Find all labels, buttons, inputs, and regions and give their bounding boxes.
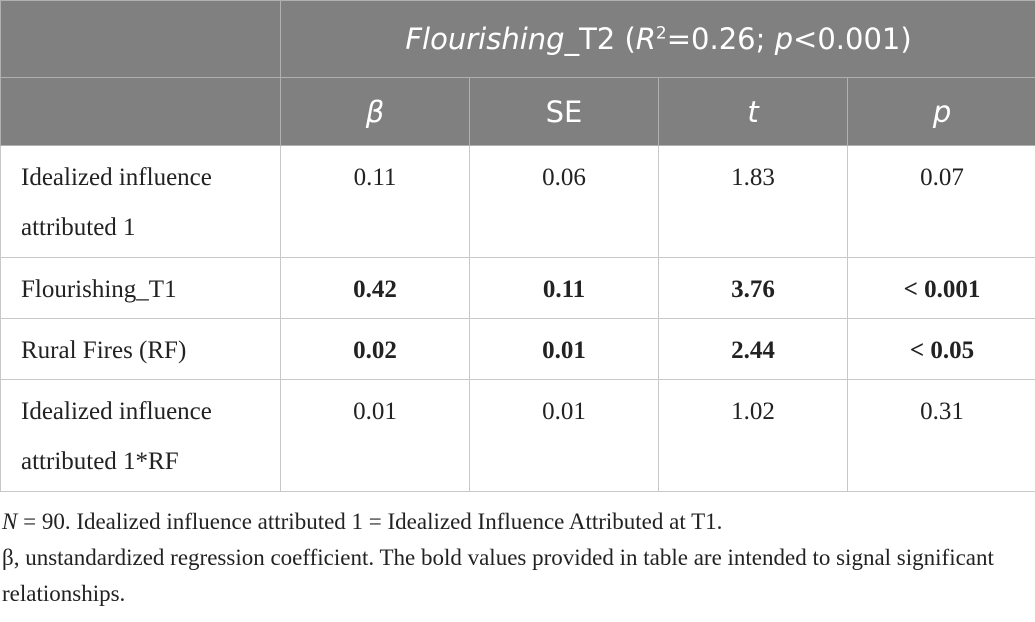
title-part: _T2 ( [564, 22, 636, 56]
value-cell: 0.02 [280, 318, 470, 380]
column-header: SE [469, 77, 659, 146]
footnotes: N = 90. Idealized influence attributed 1… [2, 504, 1002, 612]
title-part: R [635, 22, 656, 56]
table-body: Idealized influence attributed 1 0.11 0.06… [0, 145, 1035, 492]
title-part: p [774, 22, 794, 56]
value-cell: 0.01 [469, 379, 659, 492]
row-label: Flourishing_T1 [0, 257, 281, 319]
value-cell: 2.44 [658, 318, 848, 380]
row-label: Rural Fires (RF) [0, 318, 281, 380]
footnote-part: N [2, 509, 18, 534]
header-empty [0, 0, 281, 78]
value-cell: 1.02 [658, 379, 848, 492]
value-cell: 0.31 [846, 379, 1035, 492]
column-header: t [658, 77, 848, 146]
value-cell: 0.07 [846, 145, 1035, 258]
value-cell: 3.76 [658, 257, 848, 319]
table-title: Flourishing_T2 (R2=0.26; p<0.001) [279, 0, 1035, 78]
footnote-part: = 90. Idealized influence attributed 1 =… [17, 509, 723, 534]
value-cell: 0.06 [469, 145, 659, 258]
title-part: Flourishing [405, 22, 565, 56]
table-row: Idealized influence attributed 1 0.11 0.06… [0, 145, 1035, 258]
value-cell: < 0.001 [846, 257, 1035, 319]
value-cell: 0.11 [469, 257, 659, 319]
row-label: Idealized influence attributed 1*RF [0, 379, 281, 492]
regression-table: Flourishing_T2 (R2=0.26; p<0.001) β SE t p … [0, 0, 1035, 492]
table-row: Rural Fires (RF) 0.02 0.01 2.44 < 0.05 [0, 318, 1035, 380]
table-row: Flourishing_T1 0.42 0.11 3.76 < 0.001 [0, 257, 1035, 319]
value-cell: < 0.05 [846, 318, 1035, 380]
column-header: p [846, 77, 1035, 146]
value-cell: 0.42 [280, 257, 470, 319]
value-cell: 0.01 [280, 379, 470, 492]
footnote: N = 90. Idealized influence attributed 1… [2, 504, 1002, 540]
title-part: <0.001) [793, 22, 912, 56]
value-cell: 1.83 [658, 145, 848, 258]
row-label: Idealized influence attributed 1 [0, 145, 281, 258]
table-row: Idealized influence attributed 1*RF 0.01 0… [0, 379, 1035, 492]
header-empty [0, 77, 281, 146]
column-header: β [280, 77, 470, 146]
value-cell: 0.11 [280, 145, 470, 258]
footnote: β, unstandardized regression coefficient… [2, 545, 994, 606]
title-part: =0.26; [666, 22, 775, 56]
title-part: 2 [655, 23, 667, 44]
value-cell: 0.01 [469, 318, 659, 380]
